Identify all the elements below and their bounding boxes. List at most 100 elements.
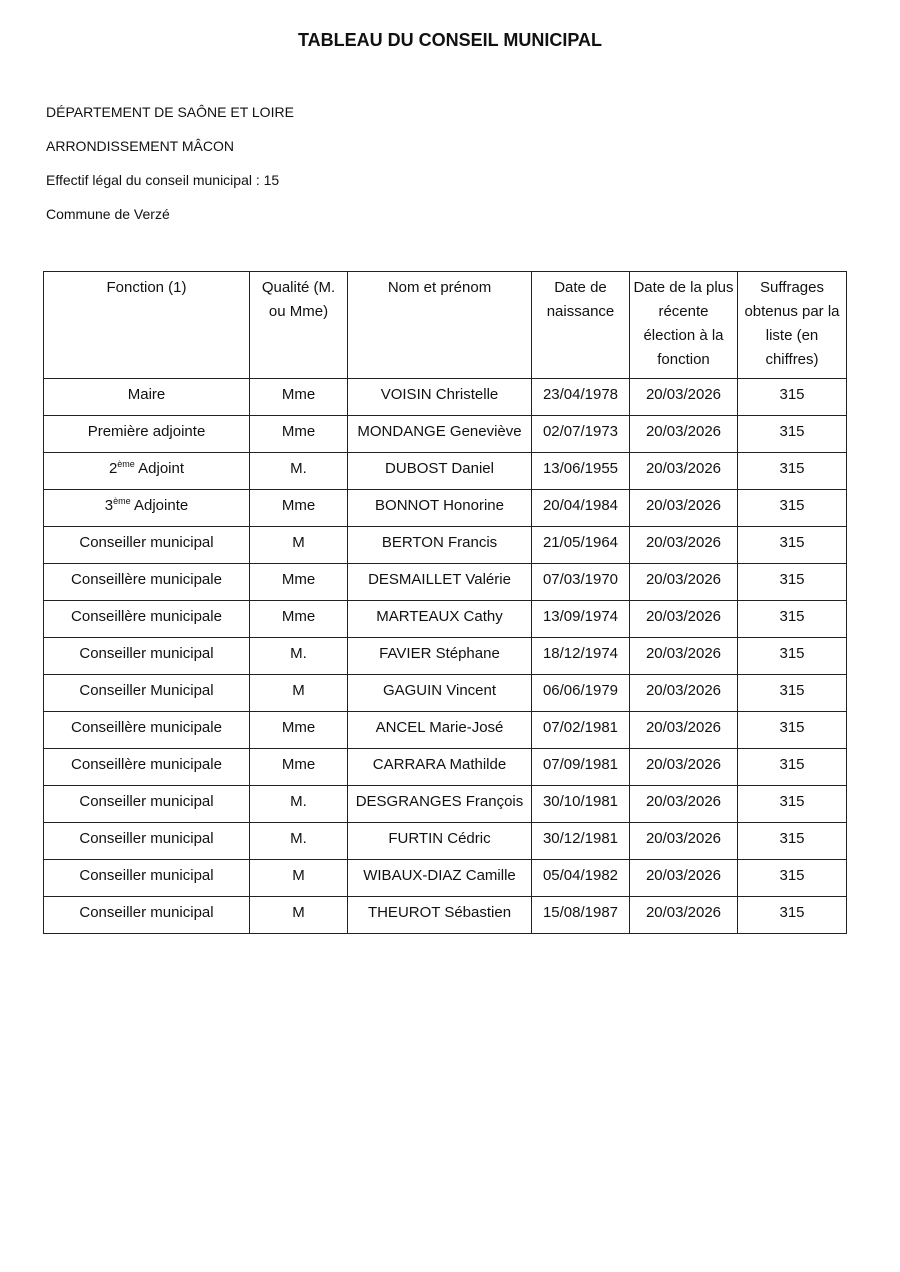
council-table: Fonction (1) Qualité (M. ou Mme) Nom et … [43, 271, 847, 934]
cell-suffrages: 315 [737, 637, 847, 675]
table-row: Conseiller municipal M. FAVIER Stéphane 18/… [43, 637, 847, 675]
document-title: TABLEAU DU CONSEIL MUNICIPAL [298, 30, 602, 50]
cell-suffrages: 315 [737, 711, 847, 749]
cell-election: 20/03/2026 [629, 674, 738, 712]
cell-nom: THEUROT Sébastien [347, 896, 532, 934]
cell-election: 20/03/2026 [629, 600, 738, 638]
table-row: Conseiller municipal M BERTON Francis 21/05… [43, 526, 847, 564]
cell-qualite: Mme [249, 748, 348, 786]
cell-qualite: M. [249, 637, 348, 675]
cell-naissance: 20/04/1984 [531, 489, 630, 527]
cell-suffrages: 315 [737, 822, 847, 860]
cell-qualite: Mme [249, 600, 348, 638]
cell-election: 20/03/2026 [629, 785, 738, 823]
cell-election: 20/03/2026 [629, 822, 738, 860]
cell-suffrages: 315 [737, 785, 847, 823]
cell-election: 20/03/2026 [629, 637, 738, 675]
cell-election: 20/03/2026 [629, 748, 738, 786]
table-row: Conseiller municipal M. FURTIN Cédric 30/12… [43, 822, 847, 860]
cell-nom: DUBOST Daniel [347, 452, 532, 490]
cell-suffrages: 315 [737, 748, 847, 786]
cell-naissance: 07/03/1970 [531, 563, 630, 601]
cell-fonction: Conseillère municipale [43, 711, 250, 749]
cell-qualite: Mme [249, 378, 348, 416]
cell-naissance: 07/09/1981 [531, 748, 630, 786]
cell-nom: FAVIER Stéphane [347, 637, 532, 675]
header-fonction: Fonction (1) [43, 271, 250, 379]
effectif-legal: Effectif légal du conseil municipal : 15 [46, 172, 280, 188]
cell-qualite: Mme [249, 415, 348, 453]
cell-suffrages: 315 [737, 563, 847, 601]
cell-election: 20/03/2026 [629, 415, 738, 453]
cell-nom: BONNOT Honorine [347, 489, 532, 527]
cell-fonction: Conseiller municipal [43, 785, 250, 823]
cell-nom: MONDANGE Geneviève [347, 415, 532, 453]
fonction-ordinal-suffix: ème [113, 496, 131, 506]
cell-suffrages: 315 [737, 896, 847, 934]
cell-fonction: Conseillère municipale [43, 748, 250, 786]
table-row: Conseillère municipale Mme ANCEL Marie-Jos… [43, 711, 847, 749]
table-row: Conseiller municipal M WIBAUX-DIAZ Camille… [43, 859, 847, 897]
cell-qualite: M. [249, 785, 348, 823]
arrondissement: ARRONDISSEMENT MÂCON [46, 138, 234, 154]
cell-fonction: Conseiller municipal [43, 859, 250, 897]
cell-qualite: M. [249, 822, 348, 860]
cell-nom: WIBAUX-DIAZ Camille [347, 859, 532, 897]
cell-fonction: Première adjointe [43, 415, 250, 453]
fonction-ordinal-suffix: ème [117, 459, 135, 469]
commune: Commune de Verzé [46, 206, 170, 222]
header-row: Fonction (1) Qualité (M. ou Mme) Nom et … [43, 271, 847, 379]
cell-election: 20/03/2026 [629, 378, 738, 416]
cell-naissance: 18/12/1974 [531, 637, 630, 675]
cell-qualite: M. [249, 452, 348, 490]
cell-fonction: Maire [43, 378, 250, 416]
cell-nom: CARRARA Mathilde [347, 748, 532, 786]
cell-nom: DESMAILLET Valérie [347, 563, 532, 601]
table-row: Conseillère municipale Mme DESMAILLET Valé… [43, 563, 847, 601]
table-row: Conseillère municipale Mme CARRARA Mathild… [43, 748, 847, 786]
cell-suffrages: 315 [737, 859, 847, 897]
table-row: Conseiller municipal M THEUROT Sébastien 15… [43, 896, 847, 934]
fonction-ordinal: 3 [104, 497, 114, 514]
cell-fonction: Conseiller Municipal [43, 674, 250, 712]
cell-naissance: 13/09/1974 [531, 600, 630, 638]
fonction-ordinal: 2 [108, 460, 118, 477]
cell-election: 20/03/2026 [629, 526, 738, 564]
cell-qualite: M [249, 526, 348, 564]
header-election: Date de la plus récente élection à la fo… [629, 271, 738, 379]
cell-nom: GAGUIN Vincent [347, 674, 532, 712]
table-row: Maire Mme VOISIN Christelle 23/04/1978 20/03… [43, 378, 847, 416]
header-qualite: Qualité (M. ou Mme) [249, 271, 348, 379]
cell-fonction: Conseiller municipal [43, 822, 250, 860]
cell-fonction: 3ème Adjointe [43, 489, 250, 527]
cell-election: 20/03/2026 [629, 489, 738, 527]
cell-qualite: M [249, 674, 348, 712]
header-suffrages: Suffrages obtenus par la liste (en chiff… [737, 271, 847, 379]
cell-naissance: 05/04/1982 [531, 859, 630, 897]
cell-suffrages: 315 [737, 378, 847, 416]
cell-nom: ANCEL Marie-José [347, 711, 532, 749]
cell-nom: BERTON Francis [347, 526, 532, 564]
cell-qualite: Mme [249, 711, 348, 749]
cell-election: 20/03/2026 [629, 711, 738, 749]
cell-suffrages: 315 [737, 452, 847, 490]
cell-nom: VOISIN Christelle [347, 378, 532, 416]
cell-election: 20/03/2026 [629, 859, 738, 897]
cell-naissance: 07/02/1981 [531, 711, 630, 749]
cell-nom: FURTIN Cédric [347, 822, 532, 860]
cell-suffrages: 315 [737, 600, 847, 638]
fonction-label: Adjointe [130, 497, 189, 514]
cell-naissance: 06/06/1979 [531, 674, 630, 712]
cell-qualite: M [249, 859, 348, 897]
header-naissance: Date de naissance [531, 271, 630, 379]
cell-qualite: Mme [249, 489, 348, 527]
cell-naissance: 02/07/1973 [531, 415, 630, 453]
cell-election: 20/03/2026 [629, 563, 738, 601]
cell-suffrages: 315 [737, 489, 847, 527]
departement: DÉPARTEMENT DE SAÔNE ET LOIRE [46, 104, 294, 120]
cell-suffrages: 315 [737, 415, 847, 453]
cell-naissance: 15/08/1987 [531, 896, 630, 934]
cell-fonction: Conseillère municipale [43, 600, 250, 638]
table-row: Conseiller Municipal M GAGUIN Vincent 06/06… [43, 674, 847, 712]
cell-nom: DESGRANGES François [347, 785, 532, 823]
